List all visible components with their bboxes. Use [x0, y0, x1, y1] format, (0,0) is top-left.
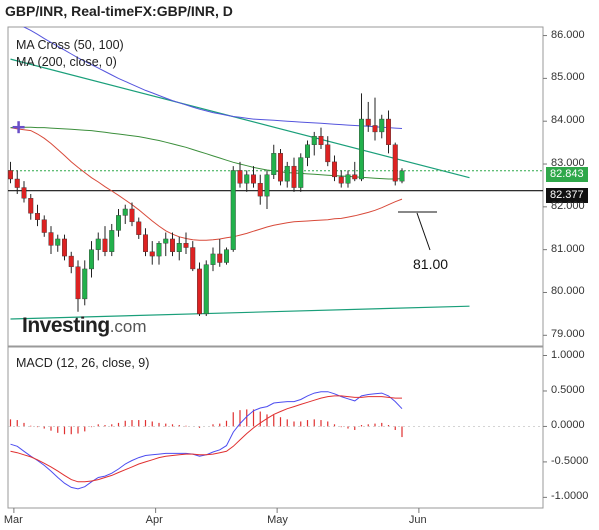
- candle-down: [169, 238, 175, 252]
- candle-down: [237, 170, 243, 184]
- investing-logo: Investing.com: [22, 314, 147, 338]
- candle-down: [372, 125, 378, 133]
- candle-up: [399, 170, 405, 182]
- indicator-macd: MACD (12, 26, close, 9): [16, 356, 150, 370]
- candle-up: [284, 165, 290, 182]
- support-price-tag: 82.377: [546, 188, 588, 203]
- candle-up: [109, 230, 115, 252]
- candle-down: [250, 174, 256, 184]
- candle-down: [352, 174, 358, 180]
- candle-up: [122, 208, 128, 216]
- candle-up: [88, 249, 94, 270]
- ma200-line: [22, 27, 403, 129]
- candle-up: [163, 238, 169, 244]
- candle-down: [278, 153, 284, 182]
- candle-up: [379, 118, 385, 133]
- macd-y-tick-label: 0.5000: [551, 383, 585, 396]
- signal-line: [10, 395, 402, 483]
- candle-down: [62, 238, 68, 257]
- macd-y-tick-label: -1.0000: [551, 490, 589, 503]
- candle-down: [318, 135, 324, 145]
- y-tick-label: 80.000: [551, 285, 585, 298]
- candle-down: [142, 234, 148, 252]
- projection-label: 81.00: [413, 256, 449, 272]
- y-tick-label: 79.000: [551, 328, 585, 341]
- candle-down: [48, 232, 54, 246]
- y-tick-label: 83.000: [551, 157, 585, 170]
- candle-up: [244, 174, 250, 184]
- candle-down: [332, 161, 338, 178]
- last-price-tag: 82.843: [546, 167, 588, 182]
- candle-down: [392, 144, 398, 182]
- ma50-line: [10, 127, 403, 241]
- trendline: [10, 305, 470, 320]
- candle-up: [176, 243, 182, 252]
- y-tick-label: 81.000: [551, 242, 585, 255]
- candle-down: [102, 238, 108, 252]
- candle-down: [75, 266, 81, 300]
- x-tick-label: Mar: [3, 514, 23, 526]
- indicator-ma200: MA (200, close, 0): [16, 55, 117, 69]
- candle-down: [35, 213, 41, 220]
- y-tick-label: 86.000: [551, 28, 585, 41]
- candle-up: [298, 157, 304, 188]
- candle-down: [183, 243, 189, 248]
- indicator-ma-cross: MA Cross (50, 100): [16, 38, 124, 52]
- x-tick-label: May: [267, 514, 288, 526]
- candle-down: [28, 198, 34, 214]
- candle-down: [190, 247, 196, 270]
- macd-y-tick-label: 0.0000: [551, 419, 585, 432]
- candle-up: [115, 215, 121, 231]
- candle-down: [257, 183, 263, 197]
- candle-up: [359, 118, 365, 180]
- candle-down: [325, 144, 331, 163]
- candle-down: [196, 268, 202, 315]
- candle-down: [217, 253, 223, 263]
- candle-up: [230, 170, 236, 250]
- candle-down: [21, 187, 27, 199]
- candle-down: [291, 165, 297, 188]
- candle-down: [129, 208, 135, 223]
- candle-up: [264, 174, 270, 197]
- candle-up: [223, 249, 229, 263]
- macd-y-tick-label: -0.5000: [551, 454, 589, 467]
- candle-up: [55, 238, 61, 246]
- logo-brand: Investing: [22, 314, 110, 337]
- candle-up: [210, 253, 216, 265]
- candle-down: [365, 118, 371, 126]
- macd-panel-frame: [7, 346, 544, 509]
- candle-up: [95, 238, 101, 250]
- candle-down: [338, 176, 344, 184]
- y-tick-label: 82.000: [551, 199, 585, 212]
- y-tick-label: 85.000: [551, 71, 585, 84]
- candle-up: [82, 268, 88, 300]
- y-tick-label: 84.000: [551, 114, 585, 127]
- chart-title: GBP/INR, Real-timeFX:GBP/INR, D: [5, 3, 233, 19]
- candle-down: [7, 170, 13, 180]
- candle-up: [311, 135, 317, 145]
- trendline: [10, 58, 470, 179]
- candle-down: [41, 219, 47, 233]
- logo-suffix: .com: [109, 317, 147, 336]
- x-tick-label: Jun: [408, 514, 427, 526]
- candle-down: [136, 221, 142, 235]
- candle-up: [156, 243, 162, 257]
- candle-up: [271, 153, 277, 175]
- candle-up: [203, 264, 209, 315]
- candle-down: [14, 178, 20, 188]
- projection-pointer: [416, 212, 431, 251]
- candle-down: [149, 251, 155, 257]
- candle-up: [305, 144, 311, 158]
- candle-down: [68, 255, 74, 267]
- macd-y-tick-label: 1.0000: [551, 348, 585, 361]
- macd-line: [10, 391, 403, 490]
- price-panel-frame: [7, 26, 544, 347]
- x-tick-label: Apr: [145, 514, 163, 526]
- candle-down: [386, 118, 392, 145]
- candle-up: [345, 174, 351, 184]
